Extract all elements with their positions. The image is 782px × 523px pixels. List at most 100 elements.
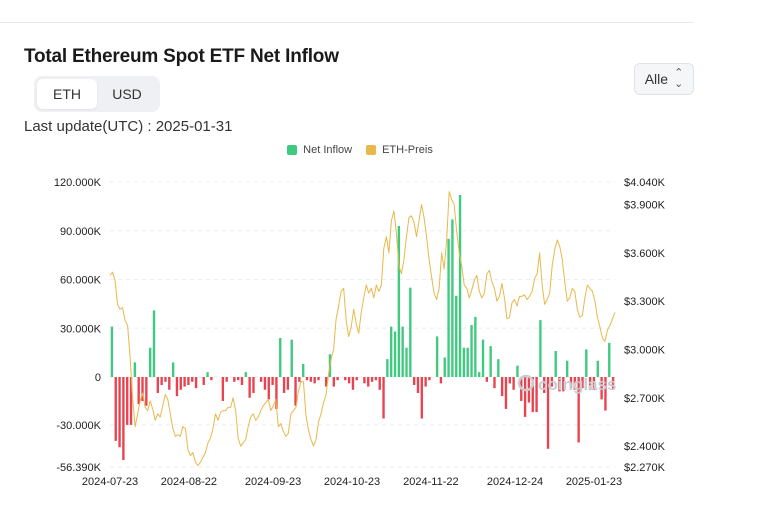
inflow-bar[interactable] bbox=[141, 377, 144, 401]
inflow-bar[interactable] bbox=[114, 377, 117, 441]
inflow-bar[interactable] bbox=[137, 377, 140, 405]
inflow-bar[interactable] bbox=[428, 377, 431, 381]
inflow-bar[interactable] bbox=[588, 377, 592, 390]
inflow-bar[interactable] bbox=[309, 377, 313, 382]
inflow-bar[interactable] bbox=[562, 377, 565, 392]
inflow-bar[interactable] bbox=[573, 377, 577, 390]
inflow-bar[interactable] bbox=[148, 347, 152, 377]
inflow-bar[interactable] bbox=[210, 377, 213, 381]
inflow-bar[interactable] bbox=[118, 377, 121, 448]
inflow-bar[interactable] bbox=[558, 377, 561, 392]
inflow-bar[interactable] bbox=[508, 377, 511, 384]
inflow-bar[interactable] bbox=[191, 377, 194, 382]
inflow-bar[interactable] bbox=[152, 310, 156, 378]
inflow-bar[interactable] bbox=[412, 377, 416, 385]
inflow-bar[interactable] bbox=[324, 377, 328, 387]
inflow-bar[interactable] bbox=[317, 377, 320, 381]
inflow-bar[interactable] bbox=[397, 225, 401, 378]
inflow-bar[interactable] bbox=[531, 377, 534, 413]
inflow-bar[interactable] bbox=[569, 377, 573, 389]
inflow-bar[interactable] bbox=[347, 377, 351, 384]
inflow-bar[interactable] bbox=[451, 219, 454, 378]
inflow-bar[interactable] bbox=[512, 377, 515, 390]
inflow-bar[interactable] bbox=[386, 359, 389, 378]
inflow-bar[interactable] bbox=[313, 377, 316, 384]
inflow-bar[interactable] bbox=[332, 377, 335, 387]
inflow-bar[interactable] bbox=[550, 377, 554, 387]
inflow-bar[interactable] bbox=[458, 195, 462, 377]
inflow-bar[interactable] bbox=[363, 377, 366, 384]
inflow-bar[interactable] bbox=[565, 360, 569, 377]
inflow-bar[interactable] bbox=[554, 351, 557, 377]
inflow-bar[interactable] bbox=[344, 377, 347, 381]
inflow-bar[interactable] bbox=[424, 377, 427, 387]
inflow-bar[interactable] bbox=[275, 377, 278, 409]
inflow-bar[interactable] bbox=[390, 326, 393, 378]
inflow-bar[interactable] bbox=[543, 377, 546, 393]
tab-usd[interactable]: USD bbox=[112, 86, 142, 102]
inflow-bar[interactable] bbox=[420, 377, 423, 419]
inflow-bar[interactable] bbox=[156, 377, 160, 393]
legend-item-net-inflow[interactable]: Net Inflow bbox=[287, 144, 352, 156]
inflow-bar[interactable] bbox=[286, 377, 290, 390]
inflow-bar[interactable] bbox=[302, 364, 305, 377]
inflow-bar[interactable] bbox=[183, 377, 186, 387]
inflow-bar[interactable] bbox=[535, 377, 538, 413]
inflow-bar[interactable] bbox=[374, 377, 378, 381]
inflow-bar[interactable] bbox=[305, 377, 309, 381]
inflow-bar[interactable] bbox=[194, 377, 198, 389]
inflow-bar[interactable] bbox=[279, 338, 282, 377]
inflow-bar[interactable] bbox=[236, 377, 240, 381]
inflow-bar[interactable] bbox=[164, 377, 167, 382]
inflow-bar[interactable] bbox=[160, 377, 163, 385]
inflow-bar[interactable] bbox=[129, 377, 133, 425]
inflow-bar[interactable] bbox=[221, 377, 225, 401]
inflow-bar[interactable] bbox=[497, 359, 500, 378]
inflow-bar[interactable] bbox=[581, 377, 584, 389]
inflow-bar[interactable] bbox=[187, 377, 190, 385]
inflow-bar[interactable] bbox=[485, 377, 489, 382]
inflow-bar[interactable] bbox=[240, 377, 244, 385]
inflow-bar[interactable] bbox=[474, 316, 477, 378]
inflow-bar[interactable] bbox=[596, 360, 599, 377]
tab-eth[interactable]: ETH bbox=[37, 79, 97, 109]
inflow-bar[interactable] bbox=[478, 372, 481, 378]
inflow-bar[interactable] bbox=[585, 349, 588, 378]
inflow-bar[interactable] bbox=[516, 365, 519, 378]
inflow-bar[interactable] bbox=[577, 377, 580, 443]
inflow-bar[interactable] bbox=[470, 325, 473, 377]
legend-item-eth-price[interactable]: ETH-Preis bbox=[366, 144, 433, 156]
inflow-bar[interactable] bbox=[267, 377, 270, 400]
inflow-bar[interactable] bbox=[133, 362, 137, 378]
inflow-bar[interactable] bbox=[233, 377, 236, 382]
inflow-bar[interactable] bbox=[462, 347, 466, 377]
inflow-bar[interactable] bbox=[263, 377, 267, 390]
inflow-bar[interactable] bbox=[175, 377, 179, 397]
inflow-bar[interactable] bbox=[110, 326, 114, 378]
inflow-bar[interactable] bbox=[179, 377, 182, 390]
inflow-bar[interactable] bbox=[290, 339, 293, 378]
inflow-bar[interactable] bbox=[259, 377, 263, 382]
inflow-bar[interactable] bbox=[351, 377, 355, 390]
inflow-bar[interactable] bbox=[592, 377, 596, 390]
inflow-bar[interactable] bbox=[168, 377, 171, 390]
inflow-bar[interactable] bbox=[225, 377, 228, 382]
inflow-bar[interactable] bbox=[355, 377, 358, 381]
inflow-bar[interactable] bbox=[126, 377, 129, 425]
inflow-bar[interactable] bbox=[539, 320, 542, 378]
inflow-bar[interactable] bbox=[523, 377, 527, 417]
inflow-bar[interactable] bbox=[546, 377, 550, 449]
inflow-bar[interactable] bbox=[378, 377, 381, 390]
inflow-bar[interactable] bbox=[409, 287, 412, 378]
inflow-bar[interactable] bbox=[244, 372, 247, 378]
inflow-bar[interactable] bbox=[206, 372, 209, 378]
eth-price-line[interactable] bbox=[109, 191, 616, 466]
inflow-bar[interactable] bbox=[604, 377, 607, 411]
inflow-bar[interactable] bbox=[367, 377, 370, 387]
inflow-bar[interactable] bbox=[481, 339, 485, 378]
inflow-bar[interactable] bbox=[500, 377, 504, 397]
inflow-bar[interactable] bbox=[608, 342, 611, 378]
inflow-bar[interactable] bbox=[271, 377, 274, 385]
inflow-bar[interactable] bbox=[294, 377, 297, 406]
inflow-bar[interactable] bbox=[401, 326, 404, 378]
